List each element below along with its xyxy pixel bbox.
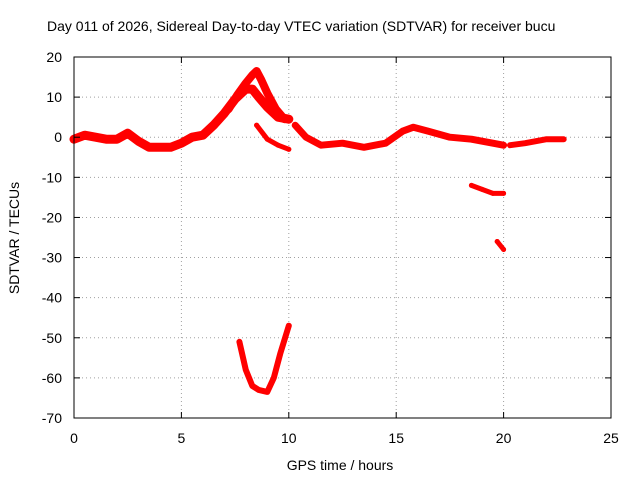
data-point bbox=[425, 128, 431, 134]
data-point bbox=[103, 136, 109, 142]
data-point bbox=[168, 144, 174, 150]
x-tick-label: 0 bbox=[70, 430, 78, 446]
data-point bbox=[275, 142, 281, 148]
grid-layer bbox=[74, 57, 611, 418]
data-point bbox=[501, 142, 507, 148]
data-point bbox=[507, 142, 513, 148]
data-point bbox=[383, 140, 388, 146]
y-tick-label: 20 bbox=[46, 49, 62, 65]
data-point bbox=[221, 110, 227, 116]
data-point bbox=[178, 140, 184, 146]
data-point bbox=[114, 136, 120, 142]
data-point bbox=[234, 92, 240, 98]
data-point bbox=[303, 134, 309, 140]
series-late-segment bbox=[468, 182, 507, 196]
data-point bbox=[490, 140, 496, 146]
data-point bbox=[135, 138, 141, 144]
data-point bbox=[243, 367, 249, 373]
data-point bbox=[271, 375, 277, 381]
data-point bbox=[318, 142, 324, 148]
data-point bbox=[249, 86, 255, 92]
data-point bbox=[494, 239, 500, 244]
tick-label-layer: 0 5 10 15 20 25 20 10 0 -10 -20 -30 -40 -50 -60 -70 bbox=[42, 49, 619, 446]
x-tick-label: 5 bbox=[178, 430, 186, 446]
data-point bbox=[249, 383, 255, 389]
data-point bbox=[501, 247, 507, 252]
data-point bbox=[410, 124, 416, 130]
series-low-arc bbox=[236, 322, 292, 395]
y-axis-label: SDTVAR / TECUs bbox=[6, 182, 22, 294]
series-main-track bbox=[69, 84, 294, 152]
data-point bbox=[561, 136, 567, 142]
x-tick-label: 15 bbox=[388, 430, 404, 446]
data-point bbox=[264, 104, 270, 110]
y-tick-label: 0 bbox=[54, 129, 62, 145]
x-tick-label: 25 bbox=[603, 430, 619, 446]
data-point bbox=[400, 128, 406, 134]
data-point bbox=[211, 122, 217, 128]
data-point bbox=[256, 387, 262, 393]
data-point bbox=[146, 144, 152, 150]
data-point bbox=[479, 186, 485, 192]
y-tick-label: -40 bbox=[42, 290, 62, 306]
data-point bbox=[340, 140, 345, 146]
data-point bbox=[361, 144, 367, 150]
data-point bbox=[226, 106, 232, 112]
series-midday-track bbox=[291, 121, 508, 151]
data-point bbox=[292, 122, 298, 128]
data-point bbox=[200, 132, 206, 138]
data-point bbox=[501, 190, 507, 196]
data-point bbox=[264, 136, 270, 142]
data-point bbox=[125, 130, 131, 136]
data-point bbox=[258, 76, 264, 82]
data-point bbox=[468, 136, 474, 142]
data-point bbox=[82, 132, 88, 138]
data-point bbox=[286, 323, 292, 329]
y-tick-label: -70 bbox=[42, 410, 62, 426]
series-drop-branch bbox=[254, 122, 292, 152]
data-point bbox=[256, 94, 262, 100]
data-point bbox=[254, 122, 260, 128]
data-point bbox=[277, 351, 283, 357]
data-point bbox=[264, 90, 270, 96]
y-tick-label: -60 bbox=[42, 370, 62, 386]
data-point bbox=[490, 190, 496, 196]
series-late-track bbox=[507, 136, 567, 149]
data-point bbox=[249, 72, 255, 78]
data-point bbox=[254, 68, 260, 74]
x-tick-label: 20 bbox=[496, 430, 512, 446]
data-point bbox=[522, 140, 528, 146]
y-tick-label: -20 bbox=[42, 209, 62, 225]
chart-title: Day 011 of 2026, Sidereal Day-to-day VTE… bbox=[47, 18, 555, 34]
tick-layer bbox=[73, 56, 612, 419]
data-point bbox=[264, 389, 270, 395]
data-point bbox=[93, 134, 98, 140]
y-tick-label: -50 bbox=[42, 330, 62, 346]
y-tick-label: 10 bbox=[46, 89, 62, 105]
data-layer bbox=[69, 67, 567, 395]
data-point bbox=[544, 136, 550, 142]
y-tick-label: -10 bbox=[42, 169, 62, 185]
x-tick-label: 10 bbox=[281, 430, 297, 446]
y-tick-label: -30 bbox=[42, 250, 62, 266]
x-axis-label: GPS time / hours bbox=[287, 457, 394, 473]
data-point bbox=[468, 182, 474, 188]
data-point bbox=[243, 80, 249, 86]
plot-frame bbox=[73, 56, 612, 419]
data-point bbox=[273, 106, 279, 112]
data-point bbox=[282, 116, 287, 122]
data-point bbox=[447, 134, 453, 140]
data-point bbox=[189, 134, 195, 140]
data-point bbox=[286, 146, 292, 152]
data-point bbox=[236, 339, 242, 345]
data-point bbox=[157, 144, 163, 150]
